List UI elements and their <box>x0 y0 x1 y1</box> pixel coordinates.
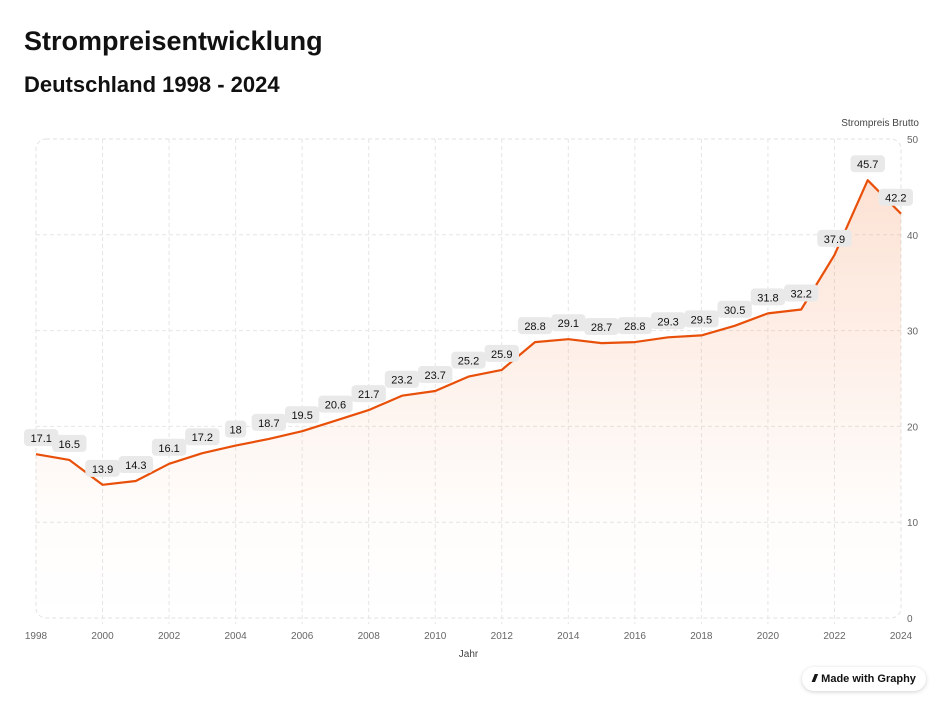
data-label-background <box>650 312 686 330</box>
x-tick-label: 1998 <box>25 631 48 642</box>
made-with-graphy-badge[interactable]: /// Made with Graphy <box>802 667 926 691</box>
x-tick-label: 2006 <box>291 631 314 642</box>
data-label: 37.9 <box>824 234 845 246</box>
data-label: 21.7 <box>358 389 379 401</box>
x-tick-label: 2004 <box>224 631 247 642</box>
data-label: 25.9 <box>491 349 512 361</box>
data-label-background <box>551 314 586 332</box>
series-line <box>35 179 902 486</box>
x-tick-label: 2016 <box>624 631 647 642</box>
data-label: 29.3 <box>657 316 678 328</box>
y-tick-label: 40 <box>907 231 919 242</box>
x-tick-label: 2000 <box>91 631 114 642</box>
data-label: 32.2 <box>790 289 811 301</box>
data-label: 29.1 <box>558 318 579 330</box>
y-tick-label: 50 <box>907 135 919 146</box>
data-label: 25.2 <box>458 356 479 368</box>
data-label: 31.8 <box>757 292 778 304</box>
data-label: 23.2 <box>391 375 412 387</box>
data-label: 14.3 <box>125 460 146 472</box>
data-label: 29.5 <box>691 314 712 326</box>
x-tick-label: 2002 <box>158 631 181 642</box>
data-label: 17.2 <box>192 432 213 444</box>
data-label: 18.7 <box>258 418 279 430</box>
data-label-background <box>185 428 220 446</box>
x-tick-label: 2008 <box>358 631 381 642</box>
data-label-background <box>351 385 386 403</box>
graphy-logo-icon: /// <box>812 673 817 685</box>
data-label-background <box>878 188 913 206</box>
data-label-background <box>817 229 852 247</box>
data-label: 13.9 <box>92 464 113 476</box>
y-tick-label: 0 <box>907 614 913 625</box>
data-label: 19.5 <box>291 410 312 422</box>
data-label-background <box>118 456 154 474</box>
chart-title: Strompreisentwicklung <box>24 26 323 56</box>
data-label-background <box>318 395 353 413</box>
data-label: 23.7 <box>425 370 446 382</box>
data-label: 20.6 <box>325 400 346 412</box>
chart-subtitle: Deutschland 1998 - 2024 <box>24 72 280 97</box>
data-label-background <box>617 317 653 335</box>
data-label-background <box>451 351 486 369</box>
data-label: 30.5 <box>724 305 745 317</box>
data-label-background <box>484 344 519 362</box>
y-axis-title: Strompreis Brutto <box>841 118 919 129</box>
data-label-background <box>225 420 247 438</box>
x-tick-label: 2020 <box>757 631 780 642</box>
y-tick-label: 20 <box>907 422 919 433</box>
data-label-background <box>284 406 320 424</box>
data-label-background <box>151 438 187 456</box>
y-tick-label: 10 <box>907 518 919 529</box>
data-label-background <box>717 300 752 318</box>
x-tick-label: 2018 <box>690 631 713 642</box>
data-label-background <box>384 370 420 388</box>
x-tick-label: 2010 <box>424 631 447 642</box>
data-label-background <box>684 310 719 328</box>
area-fill <box>36 180 901 618</box>
x-tick-label: 2024 <box>890 631 913 642</box>
x-tick-label: 2022 <box>823 631 846 642</box>
data-label: 28.8 <box>624 321 645 333</box>
x-axis-title: Jahr <box>459 649 479 660</box>
data-label: 28.8 <box>524 321 545 333</box>
x-tick-label: 2014 <box>557 631 580 642</box>
data-label: 16.1 <box>158 443 179 455</box>
data-label-background <box>418 365 453 383</box>
data-label: 17.1 <box>30 433 51 445</box>
data-label: 16.5 <box>59 439 80 451</box>
data-label-background <box>584 318 619 336</box>
data-label-background <box>52 434 87 452</box>
data-label: 28.7 <box>591 322 612 334</box>
x-tick-label: 2012 <box>491 631 514 642</box>
data-label-background <box>850 155 885 173</box>
data-label-background <box>517 317 553 335</box>
y-tick-label: 30 <box>907 327 919 338</box>
data-label: 45.7 <box>857 159 878 171</box>
data-label-background <box>85 459 120 477</box>
badge-label: Made with Graphy <box>821 673 916 685</box>
data-label-background <box>750 288 786 306</box>
data-label-background <box>783 284 819 302</box>
data-label-background <box>251 413 287 431</box>
data-label-background <box>24 429 59 447</box>
data-label: 18 <box>229 425 241 437</box>
data-label: 42.2 <box>885 193 906 205</box>
